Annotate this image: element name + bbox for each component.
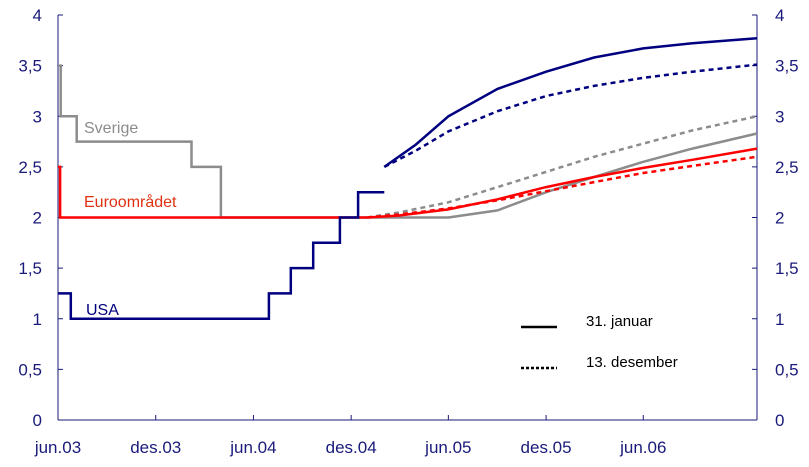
y-tick-label: 4 [775,6,784,25]
y-tick-label: 3,5 [18,57,42,76]
forecast-line-sverige-solid [367,132,758,219]
x-tick-labels: jun.03 des.03 jun.04 des.04 jun.05 des.05 jun.… [34,438,667,457]
y-tick-label: 2,5 [775,158,799,177]
legend-label: 31. januar [586,313,653,330]
forecast-line-euroomrdet-dotted [367,155,758,219]
y-tick-label: 3 [775,107,784,126]
axes [57,14,758,421]
forecast-line-euroomrdet-solid [367,147,758,219]
legend-label: 13. desember [586,354,678,371]
x-tick-label: jun.04 [229,438,276,457]
history-line-euroomrdet [58,165,368,219]
y-tick-label: 1,5 [18,259,42,278]
y-tick-label: 2 [33,209,42,228]
x-tick-label: jun.05 [424,438,471,457]
forecast-line-sverige-dotted [367,115,758,219]
legend: 31. januar 13. desember [521,313,678,371]
y-tick-label: 4 [33,6,42,25]
x-tick-label: des.05 [521,438,572,457]
y-tick-label: 0,5 [775,360,799,379]
y-tick-label: 0 [33,411,42,430]
label-sverige: Sverige [84,120,138,137]
label-usa: USA [86,302,119,319]
y-tick-label: 2,5 [18,158,42,177]
y-tick-label: 2 [775,209,784,228]
y-tick-labels-right: 0 0,5 1 1,5 2 2,5 3 3,5 4 [775,6,799,430]
x-tick-label: des.03 [130,438,181,457]
series-annotations: Sverige Euroområdet USA [84,120,177,319]
y-tick-label: 1 [33,310,42,329]
label-euroomrdet: Euroområdet [84,193,177,211]
y-tick-label: 0 [775,411,784,430]
series-lines [58,37,758,321]
x-tick-label: jun.03 [34,438,81,457]
history-line-sverige [58,64,368,219]
y-tick-label: 3,5 [775,57,799,76]
forecast-line-usa-solid [383,37,758,168]
x-tick-label: jun.06 [619,438,666,457]
y-tick-label: 1,5 [775,259,799,278]
history-line-usa [58,190,385,321]
y-tick-labels-left: 0 0,5 1 1,5 2 2,5 3 3,5 4 [18,6,42,430]
x-tick-label: des.04 [326,438,377,457]
forecast-line-usa-dotted [383,63,758,169]
y-tick-label: 3 [33,107,42,126]
y-tick-label: 1 [775,310,784,329]
y-tick-label: 0,5 [18,360,42,379]
